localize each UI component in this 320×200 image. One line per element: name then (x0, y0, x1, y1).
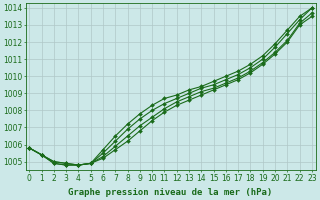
X-axis label: Graphe pression niveau de la mer (hPa): Graphe pression niveau de la mer (hPa) (68, 188, 273, 197)
